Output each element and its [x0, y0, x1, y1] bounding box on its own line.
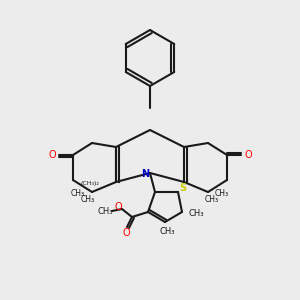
Text: (CH₃)₂: (CH₃)₂ — [81, 182, 99, 187]
Text: O: O — [114, 202, 122, 212]
Text: CH₃: CH₃ — [215, 190, 229, 199]
Text: N: N — [141, 169, 149, 179]
Text: O: O — [48, 150, 56, 160]
Text: CH₃: CH₃ — [81, 196, 95, 205]
Text: CH₃: CH₃ — [188, 209, 204, 218]
Text: CH₃: CH₃ — [159, 227, 175, 236]
Text: O: O — [244, 150, 252, 160]
Text: S: S — [179, 183, 187, 193]
Text: CH₃: CH₃ — [205, 196, 219, 205]
Text: O: O — [122, 228, 130, 238]
Text: CH₃: CH₃ — [71, 190, 85, 199]
Text: CH₃: CH₃ — [97, 206, 113, 215]
